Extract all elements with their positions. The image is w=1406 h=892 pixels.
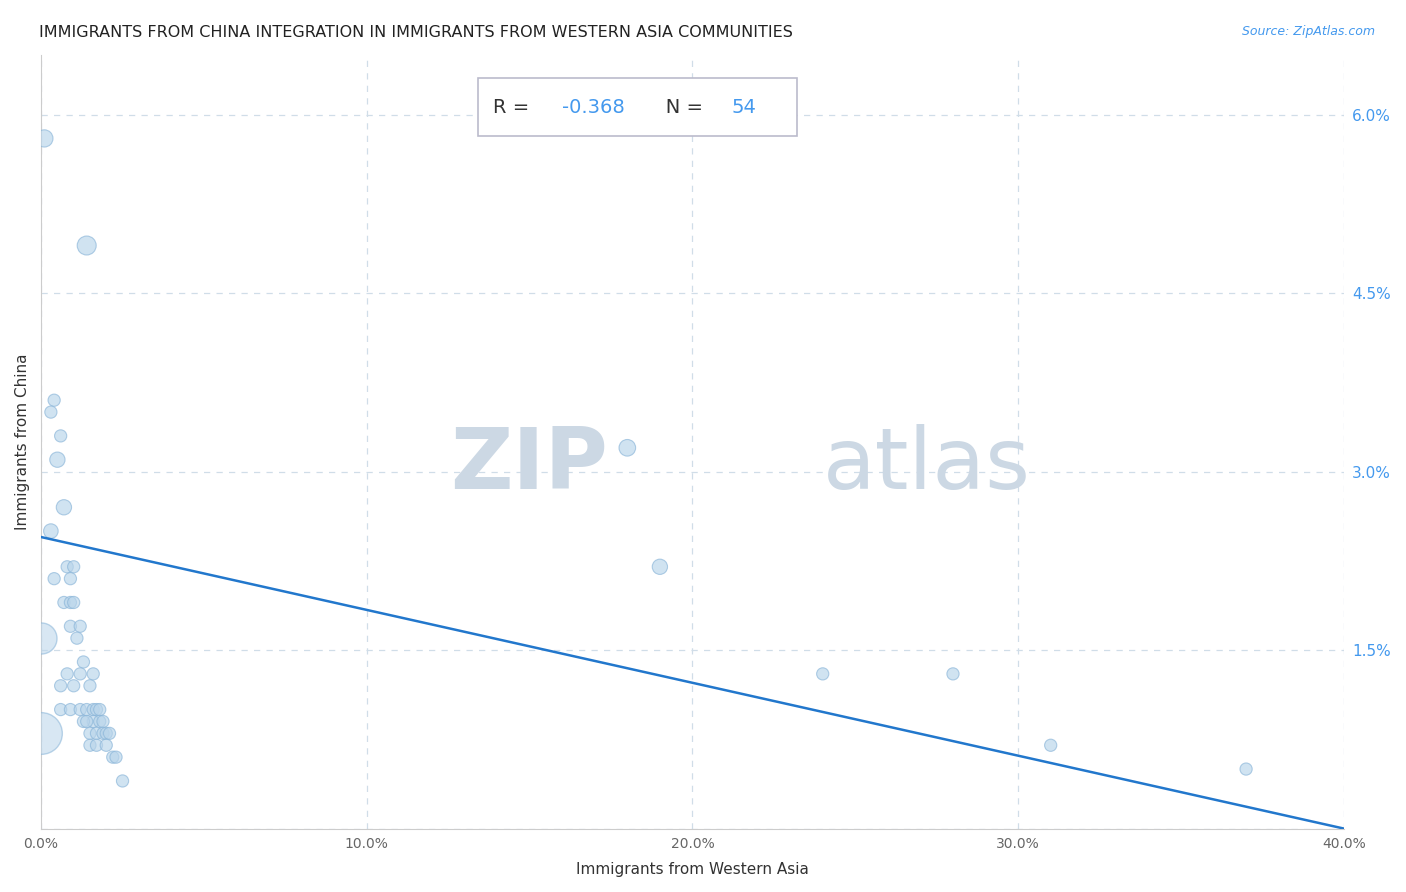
Point [39, 405, 62, 419]
Point [59, 619, 82, 633]
Point [69, 666, 91, 681]
Point [79, 738, 101, 752]
Point [56, 666, 79, 681]
Point [91, 726, 114, 740]
Point [76, 714, 98, 729]
Point [69, 619, 91, 633]
Point [82, 714, 104, 729]
X-axis label: Immigrants from Western Asia: Immigrants from Western Asia [576, 862, 808, 877]
Point [96, 726, 118, 740]
Point [69, 702, 91, 716]
Point [49, 702, 72, 716]
Text: ZIP: ZIP [450, 424, 607, 507]
Point [52, 500, 75, 515]
Y-axis label: Immigrants from China: Immigrants from China [15, 353, 30, 530]
Point [86, 726, 108, 740]
Point [1039, 738, 1062, 752]
Point [76, 238, 98, 252]
Point [30, 631, 52, 645]
FancyBboxPatch shape [478, 78, 797, 136]
Point [616, 441, 638, 455]
Point [44, 572, 66, 586]
Point [56, 559, 79, 574]
Point [46, 452, 69, 467]
Point [49, 679, 72, 693]
Point [105, 750, 128, 764]
Text: Source: ZipAtlas.com: Source: ZipAtlas.com [1241, 25, 1375, 38]
Text: 54: 54 [731, 98, 756, 117]
Text: IMMIGRANTS FROM CHINA INTEGRATION IN IMMIGRANTS FROM WESTERN ASIA COMMUNITIES: IMMIGRANTS FROM CHINA INTEGRATION IN IMM… [39, 25, 793, 40]
Point [30, 726, 52, 740]
Point [76, 702, 98, 716]
Point [82, 702, 104, 716]
Text: R =: R = [494, 98, 536, 117]
Point [59, 572, 82, 586]
Point [44, 393, 66, 408]
Text: atlas: atlas [823, 424, 1031, 507]
Point [111, 774, 134, 789]
Point [59, 595, 82, 609]
Point [59, 702, 82, 716]
Point [86, 738, 108, 752]
Point [52, 595, 75, 609]
Point [79, 726, 101, 740]
Point [79, 679, 101, 693]
Point [86, 702, 108, 716]
Point [62, 559, 84, 574]
Point [62, 595, 84, 609]
Point [648, 559, 671, 574]
Point [89, 702, 111, 716]
Point [942, 666, 965, 681]
Point [82, 666, 104, 681]
Point [98, 726, 121, 740]
Point [39, 524, 62, 538]
Point [66, 631, 89, 645]
Point [72, 655, 94, 669]
Point [34, 131, 56, 145]
Point [62, 679, 84, 693]
Point [1234, 762, 1257, 776]
Text: N =: N = [647, 98, 709, 117]
Point [49, 429, 72, 443]
Point [72, 714, 94, 729]
Point [91, 714, 114, 729]
Point [89, 714, 111, 729]
Point [96, 738, 118, 752]
Point [811, 666, 834, 681]
Text: -0.368: -0.368 [562, 98, 624, 117]
Point [101, 750, 124, 764]
